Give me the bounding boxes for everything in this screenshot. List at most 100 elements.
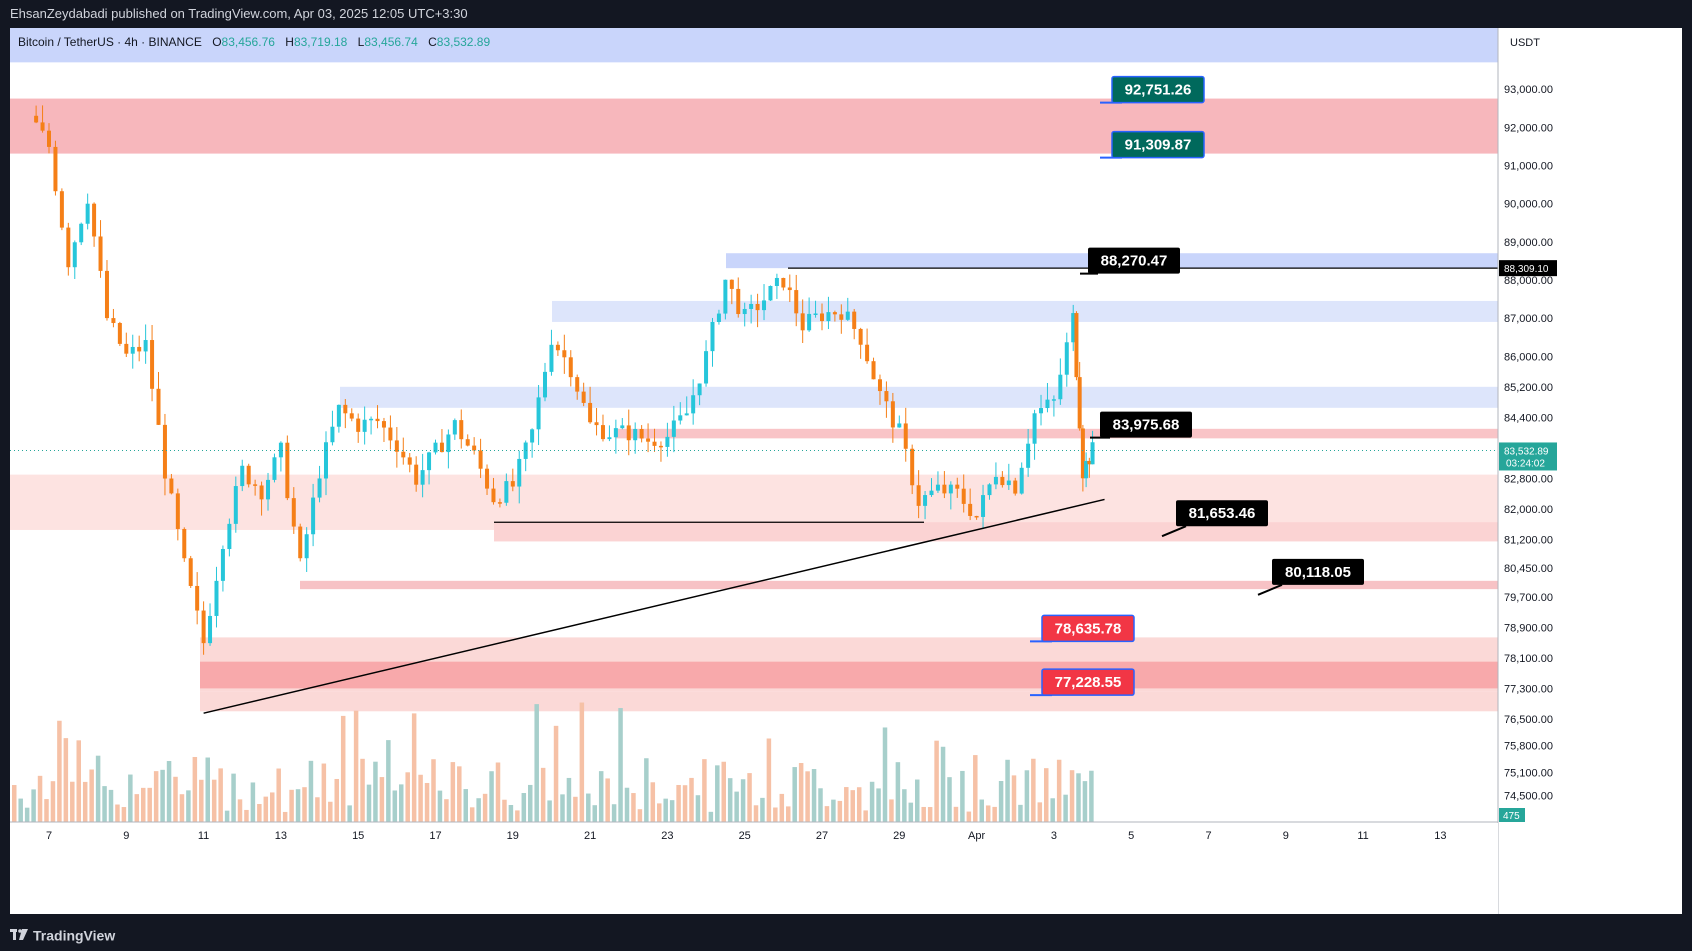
candle-body[interactable]	[961, 488, 966, 504]
candle-body[interactable]	[903, 423, 908, 449]
candle-body[interactable]	[208, 615, 213, 644]
candle-body[interactable]	[575, 377, 580, 392]
candle-body[interactable]	[130, 346, 135, 354]
candle-body[interactable]	[935, 484, 940, 491]
candle-body[interactable]	[607, 437, 612, 440]
demand-zone[interactable]	[494, 522, 1498, 542]
candle-body[interactable]	[523, 442, 528, 459]
candle-body[interactable]	[839, 314, 844, 320]
candle-body[interactable]	[195, 585, 200, 611]
candle-body[interactable]	[568, 357, 573, 378]
demand-zone[interactable]	[200, 661, 1498, 689]
price-callout[interactable]: 88,270.47	[1080, 247, 1180, 275]
candle-body[interactable]	[897, 423, 902, 428]
candle-body[interactable]	[227, 523, 232, 550]
candle-body[interactable]	[884, 391, 889, 402]
callout-box[interactable]	[1041, 668, 1135, 696]
candle-body[interactable]	[285, 442, 290, 499]
candle-body[interactable]	[53, 146, 58, 192]
chart-area[interactable]: 92,751.26 91,309.87 88,270.47 83,975.68 81,6…	[10, 28, 1682, 914]
candle-body[interactable]	[652, 441, 657, 446]
candle-body[interactable]	[562, 350, 567, 358]
candle-body[interactable]	[162, 424, 167, 479]
candle-body[interactable]	[1064, 342, 1069, 375]
candle-body[interactable]	[298, 526, 303, 559]
candle-body[interactable]	[794, 290, 799, 314]
candle-body[interactable]	[72, 242, 77, 268]
candle-body[interactable]	[79, 223, 84, 243]
candle-body[interactable]	[1019, 467, 1024, 494]
candle-body[interactable]	[92, 203, 97, 237]
candle-body[interactable]	[736, 288, 741, 315]
candle-body[interactable]	[697, 383, 702, 396]
candle-body[interactable]	[478, 450, 483, 469]
candle-body[interactable]	[800, 313, 805, 331]
price-callout[interactable]: 80,118.05	[1257, 558, 1364, 596]
candle-body[interactable]	[98, 236, 103, 271]
candle-body[interactable]	[517, 458, 522, 487]
candle-body[interactable]	[169, 478, 174, 494]
candle-body[interactable]	[375, 418, 380, 422]
price-axis[interactable]	[1498, 28, 1682, 914]
candle-body[interactable]	[729, 279, 734, 289]
candle-body[interactable]	[201, 610, 206, 644]
candle-body[interactable]	[613, 428, 618, 438]
candle-body[interactable]	[362, 419, 367, 432]
candle-body[interactable]	[633, 429, 638, 441]
candle-body[interactable]	[594, 422, 599, 426]
candle-body[interactable]	[420, 470, 425, 485]
candle-body[interactable]	[942, 484, 947, 494]
price-callout[interactable]: 83,975.68	[1090, 411, 1192, 439]
trendline[interactable]	[203, 498, 1105, 714]
candle-body[interactable]	[588, 402, 593, 423]
supply-zone[interactable]	[10, 98, 1498, 154]
candle-body[interactable]	[543, 371, 548, 398]
candle-body[interactable]	[214, 580, 219, 616]
candle-body[interactable]	[401, 451, 406, 458]
candle-body[interactable]	[394, 440, 399, 452]
candle-body[interactable]	[1080, 428, 1085, 479]
candle-body[interactable]	[755, 303, 760, 311]
candle-body[interactable]	[749, 303, 754, 309]
candle-body[interactable]	[710, 321, 715, 352]
callout-box[interactable]	[1041, 614, 1135, 643]
candle-body[interactable]	[510, 481, 515, 487]
price-callout[interactable]: 91,309.87	[1100, 130, 1205, 159]
candle-body[interactable]	[536, 397, 541, 430]
candle-body[interactable]	[369, 418, 374, 421]
candle-body[interactable]	[865, 344, 870, 362]
candle-body[interactable]	[66, 227, 71, 268]
candle-body[interactable]	[1090, 442, 1095, 465]
candle-body[interactable]	[646, 438, 651, 442]
currency-label[interactable]: USDT	[1510, 37, 1540, 49]
candle-body[interactable]	[671, 420, 676, 437]
candle-body[interactable]	[807, 313, 812, 331]
candle-body[interactable]	[665, 436, 670, 447]
candle-body[interactable]	[85, 203, 90, 224]
candle-body[interactable]	[34, 115, 39, 123]
price-callout[interactable]: 78,635.78	[1030, 614, 1135, 643]
candle-body[interactable]	[1039, 408, 1044, 414]
candle-body[interactable]	[1087, 460, 1092, 465]
candle-body[interactable]	[343, 404, 348, 414]
candle-body[interactable]	[877, 379, 882, 392]
candle-body[interactable]	[330, 426, 335, 443]
candle-body[interactable]	[774, 277, 779, 286]
candle-body[interactable]	[845, 311, 850, 320]
candle-body[interactable]	[137, 346, 142, 352]
candle-body[interactable]	[923, 495, 928, 506]
candle-body[interactable]	[304, 534, 309, 559]
candle-body[interactable]	[600, 425, 605, 440]
candle-body[interactable]	[684, 413, 689, 416]
price-callout[interactable]: 81,653.46	[1161, 500, 1268, 538]
candle-body[interactable]	[1013, 480, 1018, 494]
candle-body[interactable]	[407, 457, 412, 465]
candle-body[interactable]	[1051, 399, 1056, 401]
candle-body[interactable]	[1026, 443, 1031, 468]
candle-body[interactable]	[124, 343, 129, 354]
price-callout[interactable]: 92,751.26	[1100, 75, 1205, 104]
candle-body[interactable]	[658, 445, 663, 448]
candle-body[interactable]	[787, 287, 792, 291]
candle-body[interactable]	[491, 488, 496, 503]
candle-body[interactable]	[253, 484, 258, 486]
